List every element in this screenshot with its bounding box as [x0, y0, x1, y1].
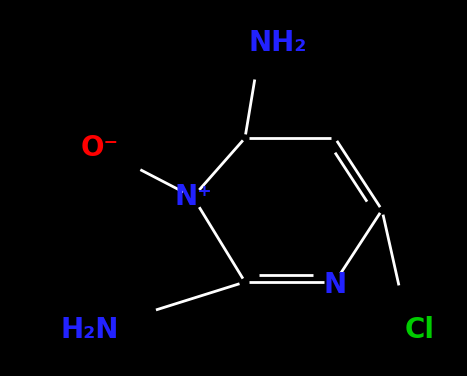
Text: O⁻: O⁻: [81, 134, 119, 162]
Text: H₂N: H₂N: [61, 316, 119, 344]
Text: N: N: [324, 271, 347, 299]
Text: NH₂: NH₂: [249, 29, 307, 57]
Text: Cl: Cl: [405, 316, 435, 344]
Text: N⁺: N⁺: [174, 183, 212, 211]
